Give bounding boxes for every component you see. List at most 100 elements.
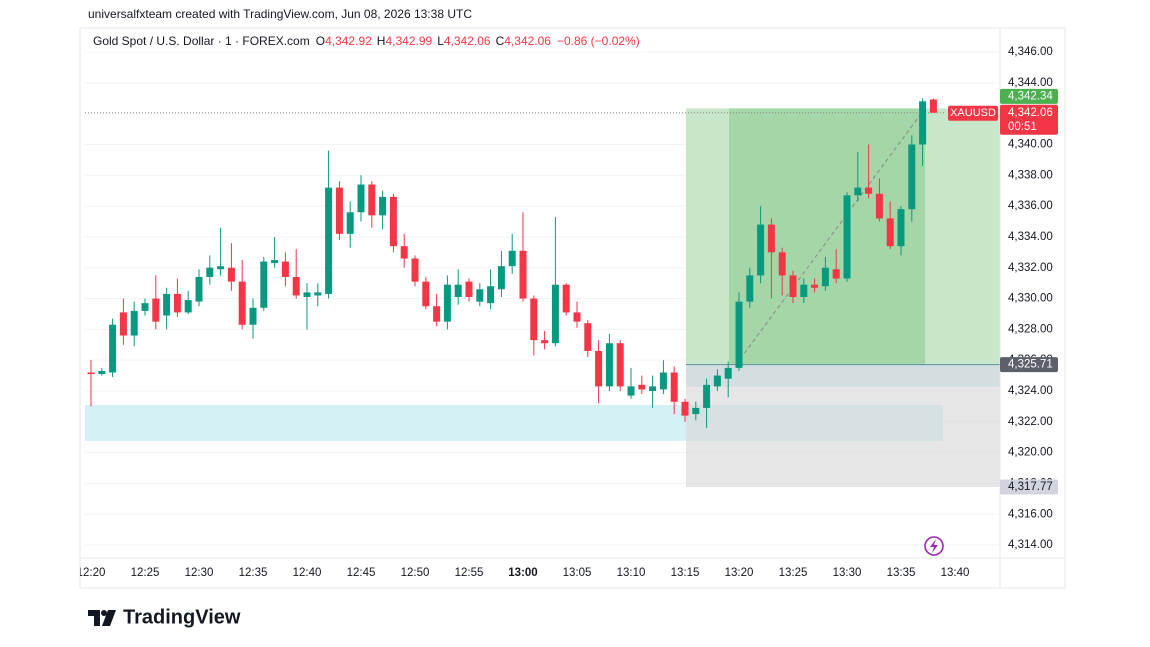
candle-body bbox=[713, 375, 721, 387]
candle-body bbox=[811, 284, 819, 288]
y-tick-label: 4,340.00 bbox=[1008, 139, 1053, 151]
candle-body bbox=[443, 284, 451, 322]
candle-body bbox=[433, 306, 441, 322]
legend-change: −0.86 (−0.02%) bbox=[557, 34, 640, 48]
target-label-bg bbox=[1000, 88, 1058, 104]
candle-body bbox=[314, 292, 322, 296]
x-tick-label: 12:45 bbox=[347, 567, 376, 579]
legend-value: 4,342.99 bbox=[385, 34, 432, 48]
x-tick-label: 13:00 bbox=[508, 567, 537, 579]
x-tick-label: 12:30 bbox=[185, 567, 214, 579]
candle-body bbox=[487, 286, 495, 304]
x-tick-label: 13:10 bbox=[617, 567, 646, 579]
x-tick-label: 13:40 bbox=[941, 567, 970, 579]
x-axis: 12:20 12:25 12:30 12:35 12:40 12:45 12:50 12:55… bbox=[77, 567, 970, 579]
alert-icon bbox=[924, 536, 944, 556]
stop-zone bbox=[686, 364, 1000, 487]
legend-key: H bbox=[377, 34, 386, 48]
y-tick-label: 4,332.00 bbox=[1008, 262, 1053, 274]
symbol-label: XAUUSD bbox=[950, 107, 996, 119]
candle-body bbox=[141, 303, 149, 311]
stop-label-bg bbox=[1000, 479, 1058, 495]
candle-body bbox=[778, 252, 786, 276]
legend-value: 4,342.92 bbox=[325, 34, 372, 48]
x-tick-label: 13:15 bbox=[671, 567, 700, 579]
candle-body bbox=[551, 284, 559, 344]
y-tick-label: 4,346.00 bbox=[1008, 46, 1053, 58]
candle-body bbox=[519, 250, 527, 299]
legend-value: 4,342.06 bbox=[444, 34, 491, 48]
y-tick-label: 4,328.00 bbox=[1008, 323, 1053, 335]
candle-body bbox=[508, 250, 516, 267]
legend-key: O bbox=[316, 34, 325, 48]
candle-body bbox=[238, 281, 246, 325]
candle-body bbox=[843, 195, 851, 279]
candle-body bbox=[627, 386, 635, 396]
candle-body bbox=[832, 269, 840, 279]
candle-body bbox=[605, 343, 613, 387]
candle-body bbox=[767, 224, 775, 253]
candle-body bbox=[260, 261, 268, 308]
candle-body bbox=[281, 261, 289, 277]
legend-bg bbox=[86, 32, 646, 52]
x-tick-label: 12:55 bbox=[455, 567, 484, 579]
brand-name: TradingView bbox=[123, 606, 241, 628]
candle-body bbox=[724, 367, 732, 379]
y-tick-label: 4,344.00 bbox=[1008, 77, 1053, 89]
x-tick-label: 12:35 bbox=[239, 567, 268, 579]
x-tick-label: 12:20 bbox=[77, 567, 106, 579]
y-tick-label: 4,316.00 bbox=[1008, 508, 1053, 520]
candle-body bbox=[454, 284, 462, 298]
legend-key: C bbox=[496, 34, 505, 48]
candle-body bbox=[368, 184, 376, 216]
last-price-label: 4,342.06 bbox=[1008, 107, 1053, 119]
candle-body bbox=[206, 267, 214, 277]
candle-body bbox=[681, 401, 689, 416]
target-label: 4,342.34 bbox=[1008, 90, 1053, 102]
x-tick-label: 12:25 bbox=[131, 567, 160, 579]
entry-label-bg bbox=[1000, 357, 1058, 373]
attribution: universalfxteam created with TradingView… bbox=[88, 7, 472, 21]
candle-body bbox=[325, 187, 333, 294]
y-tick-label: 4,322.00 bbox=[1008, 416, 1053, 428]
candle-body bbox=[800, 284, 808, 298]
candle-body bbox=[497, 266, 505, 290]
candle-body bbox=[757, 224, 765, 276]
candle-body bbox=[184, 300, 192, 313]
candle-body bbox=[929, 99, 937, 113]
countdown: 00:51 bbox=[1008, 121, 1037, 133]
candle-body bbox=[530, 298, 538, 341]
y-tick-label: 4,324.00 bbox=[1008, 385, 1053, 397]
candle-body bbox=[379, 196, 387, 216]
candle-body bbox=[130, 310, 138, 336]
legend-key: L bbox=[437, 34, 444, 48]
candle-body bbox=[389, 196, 397, 247]
candle-body bbox=[422, 281, 430, 307]
candle-body bbox=[562, 284, 570, 313]
candle-body bbox=[908, 144, 916, 210]
candle-body bbox=[303, 292, 311, 298]
candle-body bbox=[400, 246, 408, 259]
candle-body bbox=[821, 267, 829, 287]
candle-body bbox=[476, 289, 484, 302]
y-tick-label: 4,320.00 bbox=[1008, 447, 1053, 459]
candle-body bbox=[227, 267, 235, 282]
x-tick-label: 13:20 bbox=[725, 567, 754, 579]
candle-body bbox=[465, 281, 473, 298]
candle-body bbox=[854, 187, 862, 196]
candle-body bbox=[119, 312, 127, 336]
candle-body bbox=[616, 343, 624, 387]
candle-body bbox=[357, 184, 365, 213]
candle-body bbox=[346, 212, 354, 234]
y-tick-label: 4,334.00 bbox=[1008, 231, 1053, 243]
candle-body bbox=[886, 218, 894, 247]
candle-body bbox=[292, 276, 300, 296]
candle-body bbox=[875, 193, 883, 219]
y-tick-label: 4,338.00 bbox=[1008, 169, 1053, 181]
candle-body bbox=[411, 258, 419, 282]
candle-body bbox=[541, 340, 549, 344]
x-tick-label: 13:35 bbox=[887, 567, 916, 579]
x-tick-label: 13:25 bbox=[779, 567, 808, 579]
candle-body bbox=[335, 187, 343, 234]
